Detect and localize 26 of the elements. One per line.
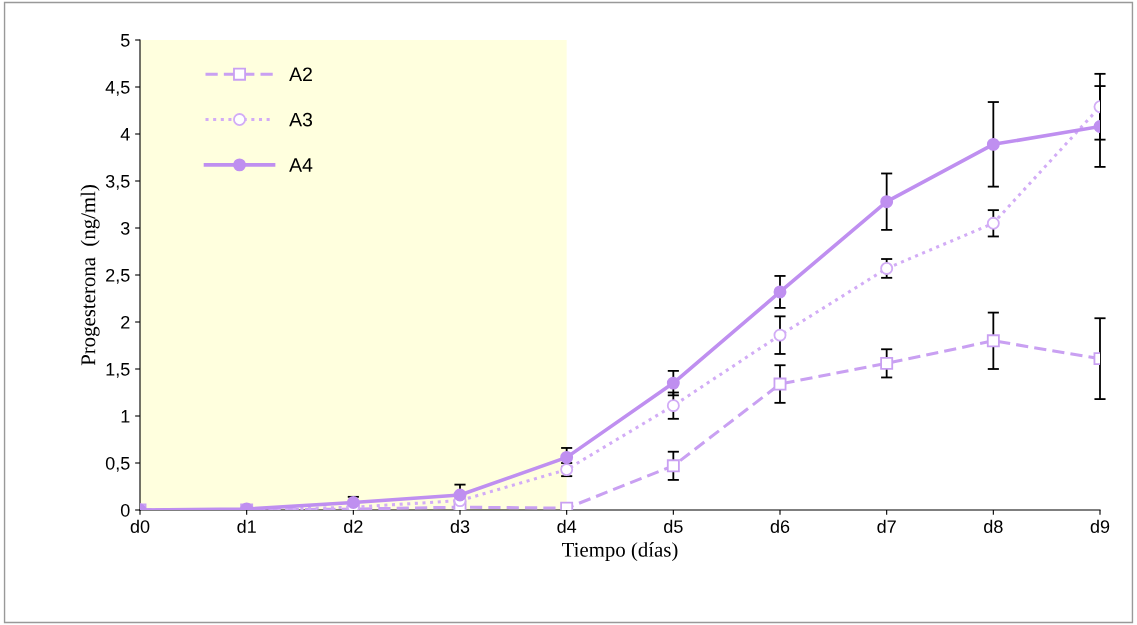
y-axis-title: Progesterona (ng/ml) bbox=[80, 185, 100, 366]
legend-label: A3 bbox=[289, 112, 313, 127]
y-tick-label: 3,5 bbox=[105, 174, 130, 190]
x-tick-label: d9 bbox=[1090, 519, 1110, 533]
y-tick-label: 2 bbox=[121, 315, 130, 329]
y-tick-label: 1,5 bbox=[106, 363, 130, 378]
x-tick-label: d3 bbox=[450, 519, 470, 533]
x-tick-label: d4 bbox=[557, 519, 577, 533]
y-tick-label: 3 bbox=[120, 221, 130, 235]
x-tick-label: d7 bbox=[877, 519, 896, 533]
x-tick-label: d6 bbox=[770, 519, 790, 533]
y-tick-label: 2,5 bbox=[106, 268, 130, 284]
x-tick-label: d1 bbox=[237, 519, 256, 533]
legend-label: A4 bbox=[289, 158, 313, 172]
x-tick-label: d0 bbox=[130, 519, 150, 533]
y-tick-label: 1 bbox=[121, 410, 130, 423]
x-tick-label: d8 bbox=[984, 519, 1003, 533]
legend-label: A2 bbox=[289, 67, 312, 81]
x-axis-title: Tiempo (días) bbox=[562, 542, 678, 562]
y-tick-label: 4 bbox=[120, 128, 130, 141]
y-tick-label: 5 bbox=[120, 34, 130, 47]
x-tick-label: d2 bbox=[344, 519, 363, 533]
y-tick-label: 0,5 bbox=[105, 456, 130, 472]
x-tick-label: d5 bbox=[664, 519, 683, 533]
y-tick-label: 0 bbox=[120, 503, 130, 517]
y-tick-label: 4,5 bbox=[105, 81, 130, 96]
